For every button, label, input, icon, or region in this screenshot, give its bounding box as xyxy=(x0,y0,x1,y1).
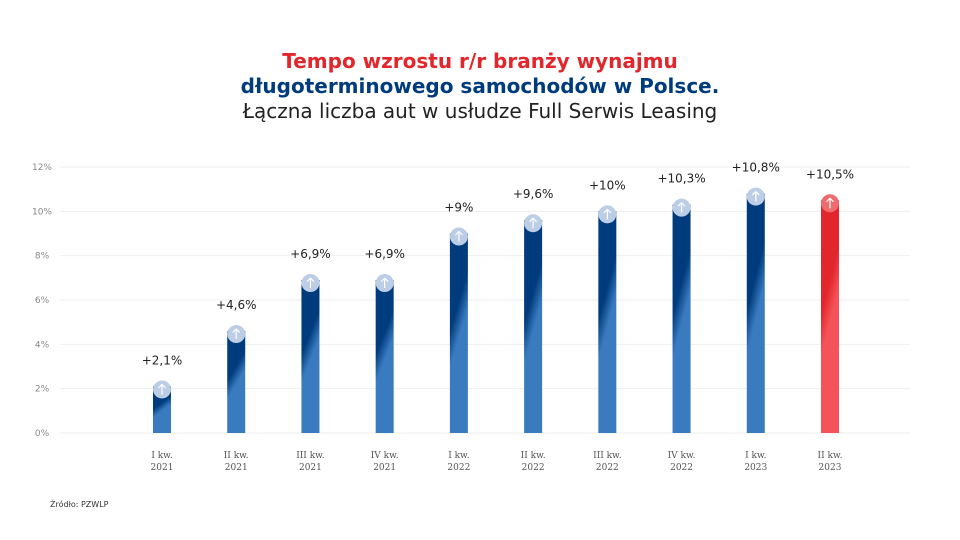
x-tick-label: 2023 xyxy=(744,463,767,473)
x-tick-label: 2021 xyxy=(299,463,322,473)
x-tick-label: 2021 xyxy=(225,463,248,473)
arrow-up-icon xyxy=(603,208,612,220)
y-tick-label: 8% xyxy=(35,252,50,262)
y-tick-label: 4% xyxy=(35,340,50,350)
arrow-up-icon xyxy=(677,201,686,213)
bar xyxy=(598,211,617,433)
x-tick-label: IV kw. xyxy=(668,451,696,461)
x-tick-label: 2022 xyxy=(670,463,693,473)
arrow-up-icon xyxy=(529,217,538,229)
bar xyxy=(375,280,394,433)
data-label: +10,5% xyxy=(806,167,854,181)
chart-title-line1: Tempo wzrostu r/r branży wynajmu xyxy=(282,49,678,73)
arrow-up-icon xyxy=(306,277,315,289)
x-tick-label: II kw. xyxy=(521,451,546,461)
y-tick-label: 12% xyxy=(32,163,52,173)
arrow-up-icon xyxy=(380,277,389,289)
x-tick-label: 2022 xyxy=(447,463,470,473)
x-tick-label: II kw. xyxy=(224,451,249,461)
data-label: +10% xyxy=(589,178,626,192)
x-tick-label: IV kw. xyxy=(371,451,399,461)
bar xyxy=(449,233,468,433)
arrow-up-icon xyxy=(232,328,241,340)
y-tick-label: 10% xyxy=(32,207,52,217)
data-label: +6,9% xyxy=(364,247,405,261)
bar xyxy=(227,331,246,433)
bar xyxy=(301,280,320,433)
bar xyxy=(524,220,543,433)
data-label: +9% xyxy=(444,201,473,215)
bar xyxy=(821,200,839,433)
data-label: +2,1% xyxy=(142,353,183,367)
arrow-up-icon xyxy=(751,190,760,202)
data-label: +6,9% xyxy=(290,247,331,261)
x-tick-label: 2022 xyxy=(522,463,545,473)
bar xyxy=(153,386,171,433)
y-tick-label: 6% xyxy=(35,296,50,306)
x-tick-label: III kw. xyxy=(593,451,622,461)
x-tick-label: I kw. xyxy=(151,451,173,461)
chart-title-line2: długoterminowego samochodów w Polsce. xyxy=(240,74,720,98)
y-tick-label: 0% xyxy=(35,429,50,439)
x-tick-label: II kw. xyxy=(818,451,843,461)
x-tick-label: I kw. xyxy=(745,451,767,461)
arrow-up-icon xyxy=(158,383,166,395)
arrow-up-icon xyxy=(454,230,463,242)
x-tick-label: 2022 xyxy=(596,463,619,473)
bar xyxy=(672,204,691,433)
data-label: +10,8% xyxy=(732,161,780,175)
data-label: +9,6% xyxy=(513,187,554,201)
data-label: +10,3% xyxy=(657,172,705,186)
x-tick-label: 2021 xyxy=(151,463,174,473)
arrow-up-icon xyxy=(826,197,834,209)
bar xyxy=(746,193,765,433)
x-tick-label: I kw. xyxy=(448,451,470,461)
x-tick-label: III kw. xyxy=(296,451,325,461)
data-label: +4,6% xyxy=(216,298,257,312)
chart-subtitle: Łączna liczba aut w usłudze Full Serwis … xyxy=(242,99,718,123)
source-note: Źródło: PZWLP xyxy=(50,500,109,509)
x-tick-label: 2023 xyxy=(819,463,842,473)
x-tick-label: 2021 xyxy=(373,463,396,473)
y-tick-label: 2% xyxy=(35,385,50,395)
